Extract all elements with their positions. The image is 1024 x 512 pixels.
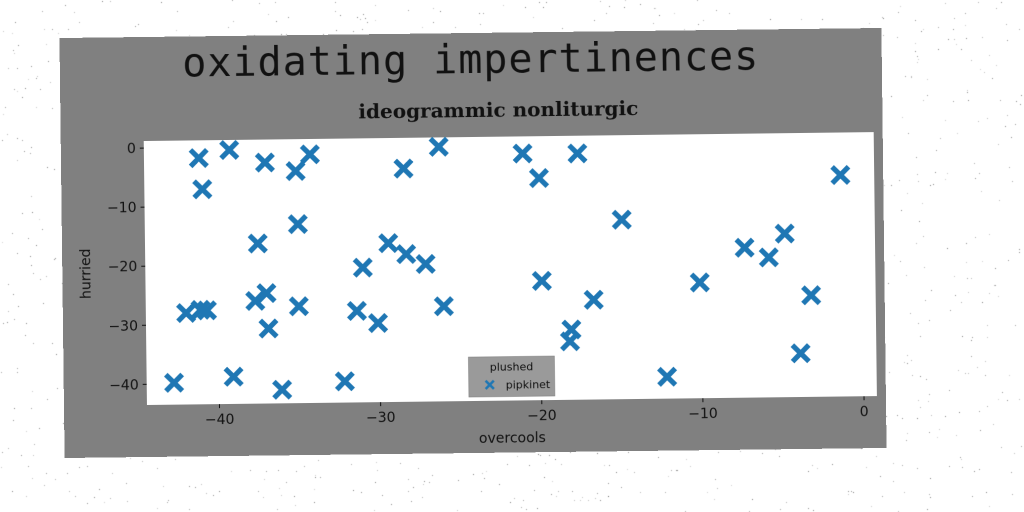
data-point — [611, 209, 632, 230]
data-point — [512, 143, 533, 164]
y-tick-label: −20 — [108, 259, 138, 275]
data-point — [734, 237, 755, 258]
data-point — [657, 366, 678, 387]
data-point — [758, 247, 779, 268]
figure-panel: oxidating impertinences ideogrammic nonl… — [59, 27, 887, 459]
data-point — [164, 372, 185, 393]
data-point — [223, 366, 244, 387]
legend: plushed pipkinet — [468, 355, 556, 398]
data-point — [190, 299, 211, 320]
data-point — [346, 300, 367, 322]
data-point — [285, 160, 306, 182]
data-point — [258, 318, 279, 339]
data-point — [288, 296, 309, 317]
y-axis-label: hurried — [78, 248, 95, 299]
data-point — [801, 285, 822, 306]
data-point — [567, 143, 588, 164]
data-point — [352, 257, 373, 278]
data-point — [299, 144, 320, 165]
chart-title: ideogrammic nonliturgic — [358, 96, 638, 123]
data-point — [528, 168, 550, 189]
data-point — [334, 371, 355, 392]
data-markers — [164, 136, 851, 400]
data-point — [188, 147, 209, 169]
data-point — [176, 302, 197, 324]
data-point — [559, 331, 581, 352]
data-point — [378, 233, 399, 254]
data-point — [247, 233, 268, 254]
y-tick-label: −10 — [107, 200, 137, 216]
data-point — [428, 136, 449, 157]
legend-marker — [484, 379, 495, 390]
data-point — [192, 179, 213, 200]
y-tick-label: 0 — [127, 141, 136, 157]
data-point — [245, 290, 266, 311]
data-point — [774, 223, 795, 244]
data-point — [254, 152, 275, 173]
data-point — [689, 272, 710, 293]
plot-area — [143, 132, 877, 405]
x-tick-label: −30 — [366, 410, 396, 426]
x-tick-label: −20 — [527, 408, 557, 424]
x-tick-label: −10 — [688, 406, 718, 422]
data-point — [219, 139, 240, 161]
data-point — [393, 158, 414, 179]
scatter-chart: ideogrammic nonliturgic −40 −30 −20 −10 0 0 −1… — [78, 96, 877, 447]
x-tick-label: 0 — [860, 404, 869, 420]
x-axis-label: overcools — [479, 430, 546, 447]
legend-marker-x — [484, 379, 495, 390]
legend-entry-label: pipkinet — [506, 378, 551, 392]
data-point — [287, 214, 308, 235]
legend-title: plushed — [490, 360, 534, 374]
data-point — [396, 244, 417, 265]
x-tick-label: −40 — [205, 412, 235, 428]
y-tick-label: −30 — [108, 318, 138, 334]
data-point — [531, 270, 552, 291]
y-tick-label: −40 — [109, 377, 139, 393]
data-point — [830, 164, 851, 186]
data-point — [790, 343, 811, 364]
data-point — [433, 296, 454, 317]
data-point — [415, 253, 436, 275]
axis-ticks: −40 −30 −20 −10 0 0 −10 −20 −30 −40 — [107, 141, 869, 428]
data-point — [583, 289, 604, 310]
data-point — [272, 379, 293, 400]
data-point — [367, 312, 389, 334]
